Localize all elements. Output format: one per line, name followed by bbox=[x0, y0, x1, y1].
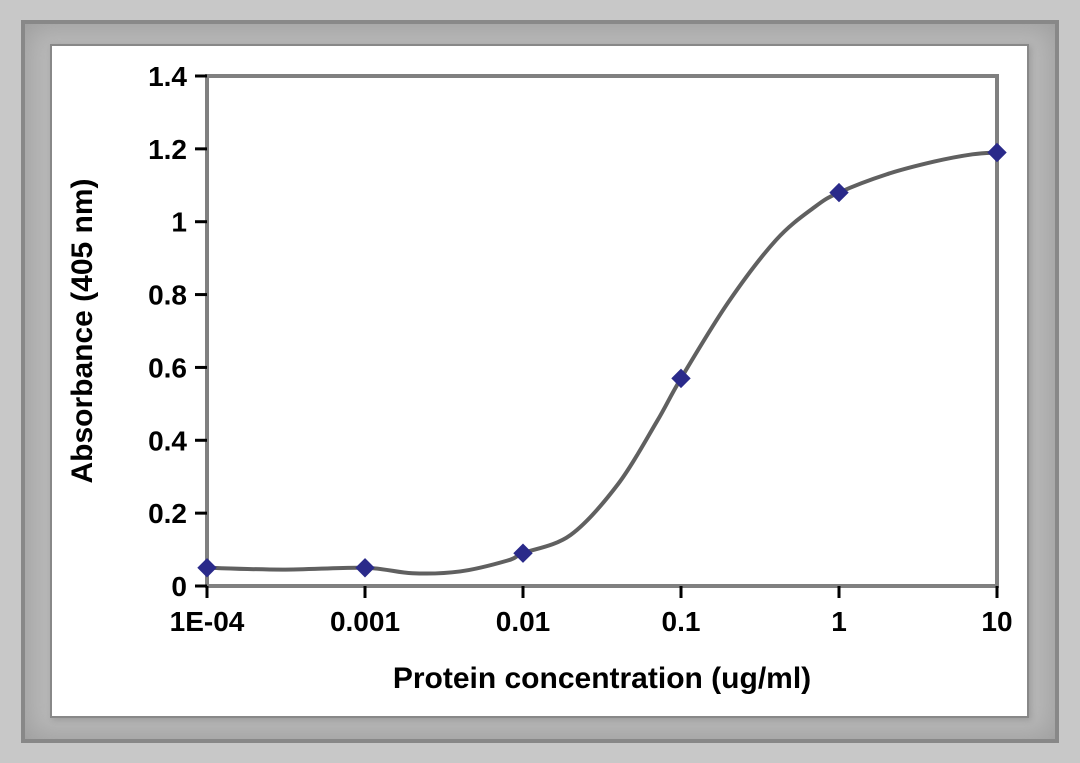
x-axis-label: Protein concentration (ug/ml) bbox=[393, 662, 811, 695]
y-tick-label: 0.2 bbox=[148, 498, 187, 529]
y-axis-label: Absorbance (405 nm) bbox=[66, 178, 99, 483]
chart-svg: 0 0.2 0.4 0.6 0.8 1 1.2 1.4 1E-04 0.001 0.01 0.1 1 10… bbox=[52, 46, 1027, 716]
x-tick-label: 1E-04 bbox=[170, 606, 245, 637]
y-tick-label: 1 bbox=[171, 207, 187, 238]
y-tick-label: 0 bbox=[171, 571, 187, 602]
x-tick-label: 0.01 bbox=[496, 606, 551, 637]
y-tick-label: 1.4 bbox=[148, 61, 187, 92]
x-tick-label: 0.1 bbox=[662, 606, 701, 637]
y-tick-label: 0.8 bbox=[148, 280, 187, 311]
x-tick-label: 0.001 bbox=[330, 606, 400, 637]
x-tick-label: 1 bbox=[831, 606, 847, 637]
outer-frame: 0 0.2 0.4 0.6 0.8 1 1.2 1.4 1E-04 0.001 0.01 0.1 1 10… bbox=[21, 20, 1059, 743]
y-tick-label: 1.2 bbox=[148, 134, 187, 165]
y-tick-label: 0.4 bbox=[148, 425, 187, 456]
chart-card: 0 0.2 0.4 0.6 0.8 1 1.2 1.4 1E-04 0.001 0.01 0.1 1 10… bbox=[50, 44, 1029, 718]
x-tick-label: 10 bbox=[981, 606, 1012, 637]
y-tick-label: 0.6 bbox=[148, 352, 187, 383]
